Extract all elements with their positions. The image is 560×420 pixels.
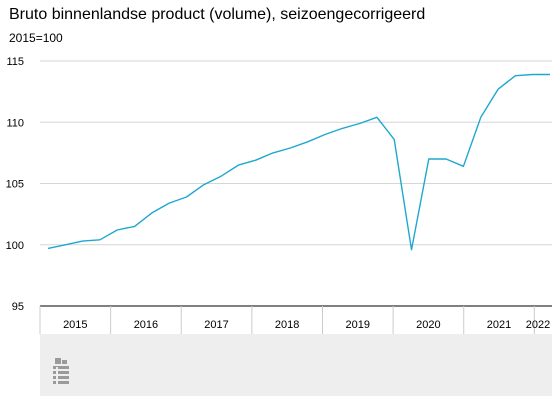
x-tick-label: 2021: [487, 319, 511, 331]
x-tick-label: 2015: [63, 319, 87, 331]
gdp-series-line: [47, 73, 550, 251]
y-tick-label: 110: [6, 117, 24, 129]
x-tick-label: 2016: [134, 319, 158, 331]
cbs-logo-icon: [53, 358, 69, 384]
y-tick-label: 105: [6, 179, 24, 191]
x-axis: 2015 2016 2017 2018 2019 2020 2021 2022: [39, 306, 550, 334]
y-tick-label: 100: [6, 240, 24, 252]
y-tick-label: 115: [6, 56, 24, 68]
x-tick-label: 2022: [526, 319, 550, 331]
x-tick-label: 2017: [204, 319, 228, 331]
x-tick-label: 2019: [346, 319, 370, 331]
x-tick-label: 2018: [275, 319, 299, 331]
x-tick-label: 2020: [416, 319, 440, 331]
y-tick-label: 95: [12, 301, 24, 313]
chart-subtitle: 2015=100: [9, 31, 63, 45]
y-axis-labels: 95 100 105 110 115: [6, 56, 24, 313]
series-line-group: [47, 73, 550, 251]
grid-lines: [40, 60, 552, 307]
footer-panel: [40, 334, 552, 396]
chart-title: Bruto binnenlandse product (volume), sei…: [9, 6, 426, 23]
